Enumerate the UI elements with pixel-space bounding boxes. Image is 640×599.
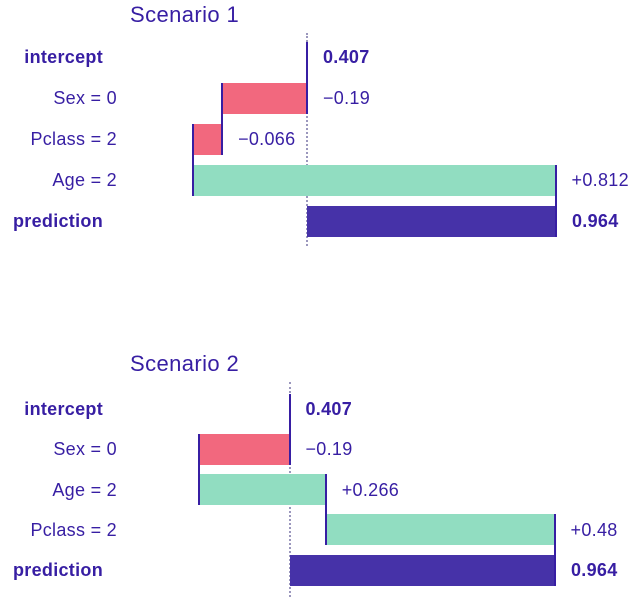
row-label-pclass-2: Pclass = 2 [30,519,117,540]
row-label-age-2: Age = 2 [52,170,117,190]
bar-prediction [289,554,555,586]
bar-age-2 [198,474,326,505]
connector-line-sex-0 [197,433,200,505]
bar-pclass-2 [192,123,223,155]
value-label-prediction: 0.964 [571,560,618,580]
bar-pclass-2 [325,514,555,546]
connector-line-sex-0 [221,82,224,155]
bar-sex-0 [222,82,307,114]
row-label-sex-0: Sex = 0 [53,439,117,460]
value-label-age-2: +0.266 [341,479,400,500]
facet-title-scenario-2: Scenario 2 [130,351,240,376]
facet-title-scenario-1: Scenario 1 [130,2,240,27]
row-label-intercept: intercept [24,47,103,67]
connector-line-intercept [306,41,308,114]
value-label-prediction: 0.964 [572,211,619,231]
value-label-age-2: +0.812 [571,170,629,190]
bar-sex-0 [198,433,290,465]
value-label-intercept: 0.407 [323,47,370,67]
row-label-age-2: Age = 2 [52,479,117,500]
connector-line-intercept [288,393,291,465]
row-label-prediction: prediction [12,560,103,580]
value-label-pclass-2: −0.066 [238,129,296,149]
value-label-sex-0: −0.19 [305,439,353,460]
row-label-intercept: intercept [24,399,103,419]
value-label-pclass-2: +0.48 [570,519,618,540]
connector-line-pclass-2 [553,514,556,586]
connector-line-pclass-2 [191,123,194,196]
row-label-sex-0: Sex = 0 [53,88,117,108]
value-label-sex-0: −0.19 [323,88,371,108]
baseline-dotted-line [306,33,308,246]
row-label-prediction: prediction [12,211,103,231]
bar-age-2 [192,164,556,196]
value-label-intercept: 0.407 [305,399,353,419]
bar-prediction [307,205,556,237]
row-label-pclass-2: Pclass = 2 [30,129,117,149]
connector-line-age-2 [554,164,557,237]
connector-line-age-2 [324,474,327,546]
